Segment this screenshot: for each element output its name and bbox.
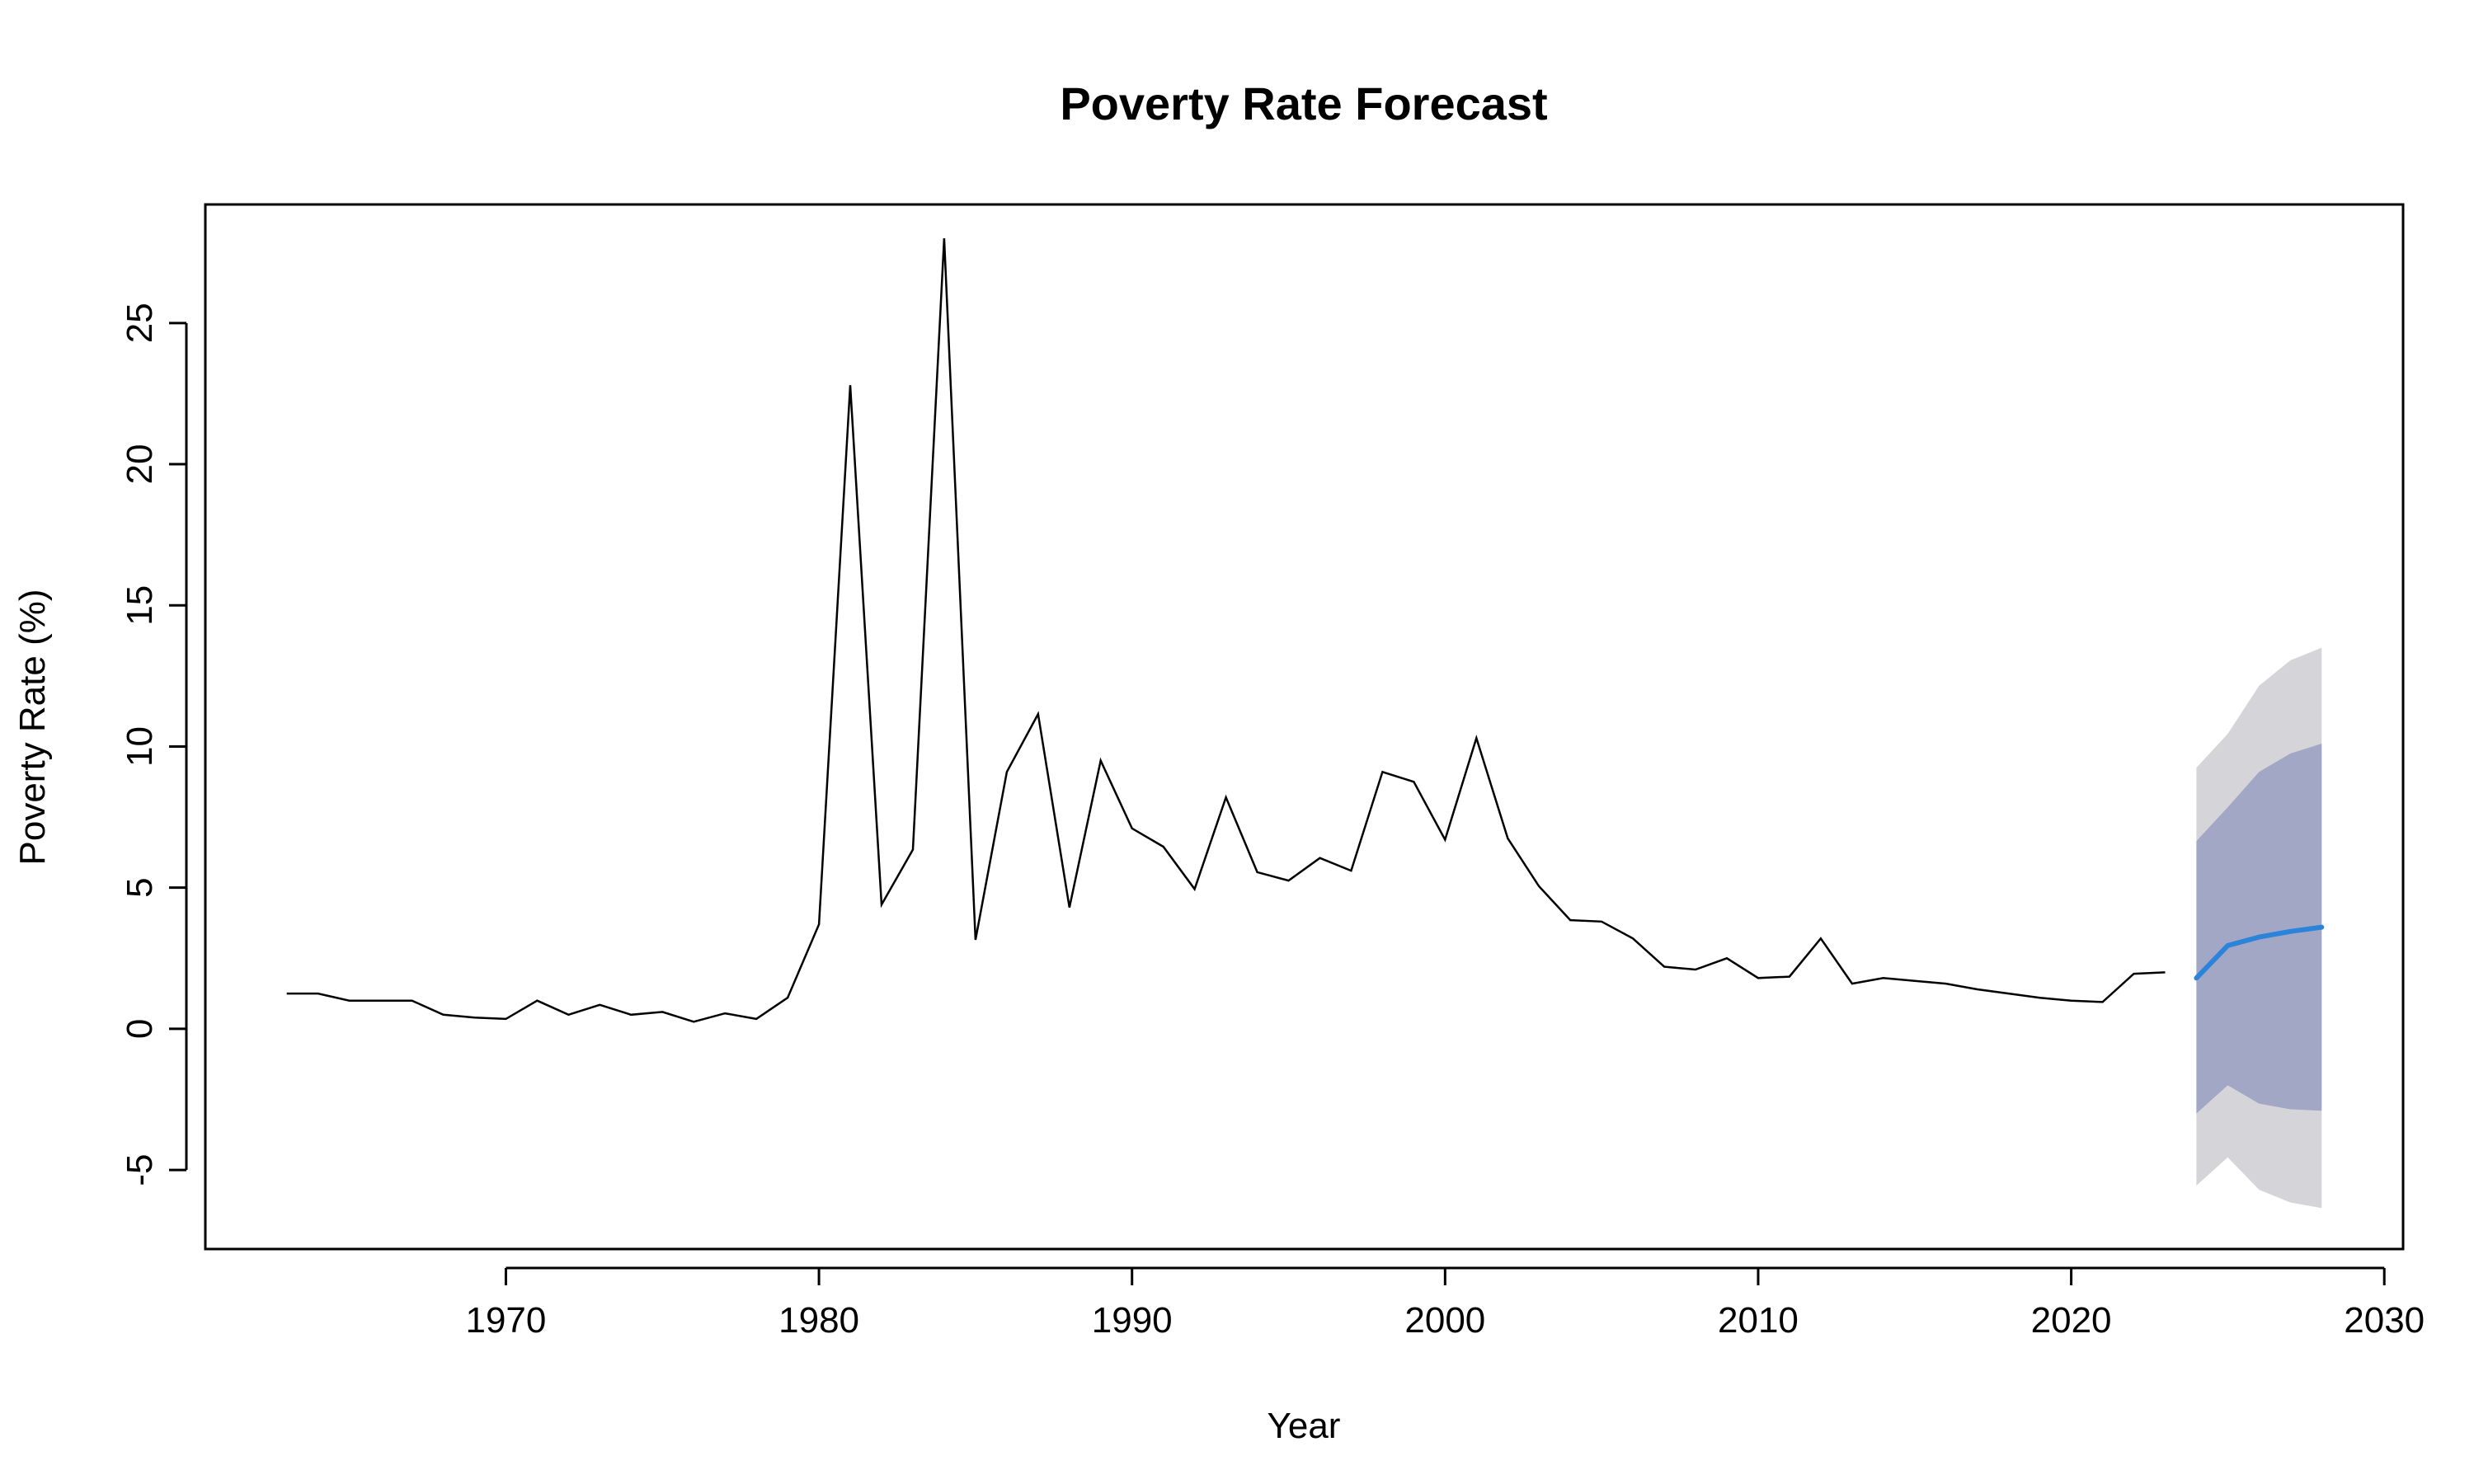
y-tick-label: 0: [120, 1019, 160, 1039]
series-lines: [286, 238, 2325, 1023]
x-tick-label: 1990: [1092, 1300, 1173, 1341]
y-tick-label: 25: [120, 303, 160, 343]
chart-title: Poverty Rate Forecast: [1060, 77, 1547, 129]
y-tick-label: 20: [120, 444, 160, 485]
band-80: [2196, 744, 2322, 1114]
plot-frame: [204, 203, 2405, 1251]
y-tick-label: 5: [120, 877, 160, 897]
x-axis: 1970 1980 1990 2000 2010 2020 2030: [465, 1266, 2425, 1341]
y-tick-label: -5: [120, 1154, 160, 1186]
x-tick-label: 2030: [2344, 1300, 2425, 1341]
x-tick-label: 1970: [465, 1300, 546, 1341]
forecast-intervals: [2196, 647, 2322, 1209]
history-line: [286, 238, 2166, 1023]
x-tick-label: 2000: [1404, 1300, 1485, 1341]
forecast-line: [2194, 924, 2325, 981]
y-axis: -5 0 5 10 15 20 25: [120, 303, 188, 1186]
y-tick-label: 15: [120, 585, 160, 626]
x-tick-label: 1980: [778, 1300, 859, 1341]
y-tick-label: 10: [120, 726, 160, 767]
x-axis-label: Year: [1268, 1406, 1341, 1446]
x-tick-label: 2010: [1718, 1300, 1799, 1341]
x-tick-label: 2020: [2031, 1300, 2112, 1341]
y-axis-label: Poverty Rate (%): [12, 589, 53, 866]
